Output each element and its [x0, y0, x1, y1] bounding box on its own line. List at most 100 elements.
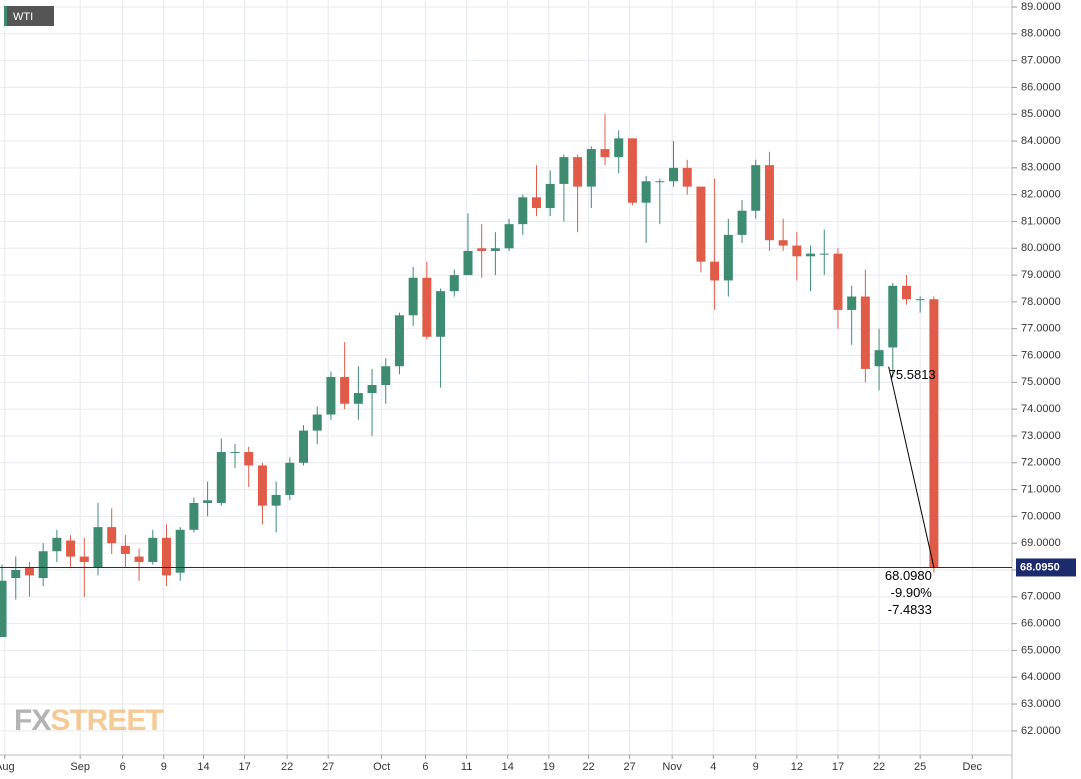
candle-body — [504, 224, 514, 249]
x-tick-label: 17 — [832, 761, 844, 773]
candle-body — [271, 494, 281, 506]
candle-body — [52, 537, 62, 552]
measure-end-label: 68.0980 — [885, 568, 932, 583]
y-tick-label: 83.0000 — [1021, 162, 1061, 174]
candle-body — [806, 253, 816, 257]
candle-body — [929, 299, 939, 568]
candle-body — [216, 452, 226, 503]
title-marker — [4, 6, 7, 26]
measure-start-label: 75.5813 — [889, 367, 936, 382]
measure-percent: -9.90% — [891, 585, 933, 600]
candle-body — [737, 210, 747, 235]
y-tick-label: 84.0000 — [1021, 135, 1061, 147]
x-tick-label: Sep — [70, 761, 90, 773]
x-tick-label: 9 — [753, 761, 759, 773]
y-tick-label: 80.0000 — [1021, 242, 1061, 254]
candle-body — [203, 500, 213, 503]
x-tick-label: 27 — [322, 761, 334, 773]
y-tick-label: 65.0000 — [1021, 644, 1061, 656]
candle-body — [641, 181, 651, 203]
y-tick-label: 89.0000 — [1021, 1, 1061, 13]
plot-area — [0, 0, 1012, 755]
y-tick-label: 86.0000 — [1021, 81, 1061, 93]
candle-body — [600, 149, 610, 158]
chart-title: WTI — [13, 11, 33, 23]
x-tick-label: 22 — [281, 761, 293, 773]
candle-body — [573, 157, 583, 187]
y-tick-label: 62.0000 — [1021, 725, 1061, 737]
candle-body — [614, 138, 624, 158]
x-tick-label: 14 — [502, 761, 514, 773]
candle-body — [367, 385, 377, 394]
candle-body — [24, 567, 34, 576]
candle-body — [326, 376, 336, 415]
candle-body — [257, 465, 267, 506]
candle-body — [723, 234, 733, 281]
candle-body — [408, 277, 418, 316]
x-tick-label: 22 — [582, 761, 594, 773]
candle-body — [38, 551, 48, 579]
x-tick-label: Oct — [373, 761, 390, 773]
candle-body — [901, 285, 911, 300]
y-tick-label: 67.0000 — [1021, 591, 1061, 603]
y-tick-label: 72.0000 — [1021, 457, 1061, 469]
measure-change: -7.4833 — [888, 602, 932, 617]
candle-body — [518, 197, 528, 225]
x-tick-label: 25 — [914, 761, 926, 773]
y-tick-label: 79.0000 — [1021, 269, 1061, 281]
candle-body — [792, 245, 802, 257]
candle-body — [93, 527, 103, 568]
candle-body — [710, 261, 720, 281]
y-tick-label: 82.0000 — [1021, 189, 1061, 201]
candle-body — [299, 430, 309, 463]
candle-body — [531, 197, 541, 209]
candle-body — [11, 570, 21, 579]
x-tick-label: 19 — [543, 761, 555, 773]
candle-body — [353, 393, 363, 404]
candle-body — [436, 291, 446, 337]
y-tick-label: 77.0000 — [1021, 323, 1061, 335]
y-tick-label: 69.0000 — [1021, 537, 1061, 549]
candle-body — [833, 253, 843, 310]
candle-body — [175, 529, 185, 573]
candle-body — [874, 350, 884, 367]
x-tick-label: 27 — [624, 761, 636, 773]
candle-body — [751, 165, 761, 211]
candle-body — [819, 253, 829, 255]
last-price-label: 68.0950 — [1020, 561, 1060, 573]
y-tick-label: 78.0000 — [1021, 296, 1061, 308]
y-tick-label: 81.0000 — [1021, 215, 1061, 227]
y-tick-label: 76.0000 — [1021, 349, 1061, 361]
y-tick-label: 85.0000 — [1021, 108, 1061, 120]
x-tick-label: 14 — [197, 761, 209, 773]
y-tick-label: 88.0000 — [1021, 28, 1061, 40]
title-box — [4, 6, 54, 26]
candle-body — [230, 452, 240, 454]
x-tick-label: Nov — [662, 761, 682, 773]
last-price-box — [1016, 558, 1076, 577]
candle-body — [161, 537, 171, 576]
candle-body — [189, 502, 199, 530]
candle-body — [655, 181, 665, 183]
candle-body — [120, 545, 130, 554]
candle-body — [477, 248, 487, 251]
x-tick-label: 4 — [710, 761, 716, 773]
candle-body — [381, 366, 391, 386]
y-tick-label: 75.0000 — [1021, 376, 1061, 388]
candle-body — [394, 315, 404, 367]
candle-body — [449, 275, 459, 292]
y-tick-label: 70.0000 — [1021, 510, 1061, 522]
y-tick-label: 66.0000 — [1021, 618, 1061, 630]
candle-body — [107, 527, 117, 544]
y-tick-label: 63.0000 — [1021, 698, 1061, 710]
candle-body — [79, 556, 89, 562]
candle-body — [847, 296, 857, 310]
candle-body — [244, 452, 254, 466]
candle-body — [340, 376, 350, 404]
x-tick-label: Aug — [0, 761, 15, 773]
y-tick-label: 71.0000 — [1021, 483, 1061, 495]
y-tick-label: 74.0000 — [1021, 403, 1061, 415]
watermark-street: STREET — [50, 704, 163, 737]
candle-body — [586, 149, 596, 187]
